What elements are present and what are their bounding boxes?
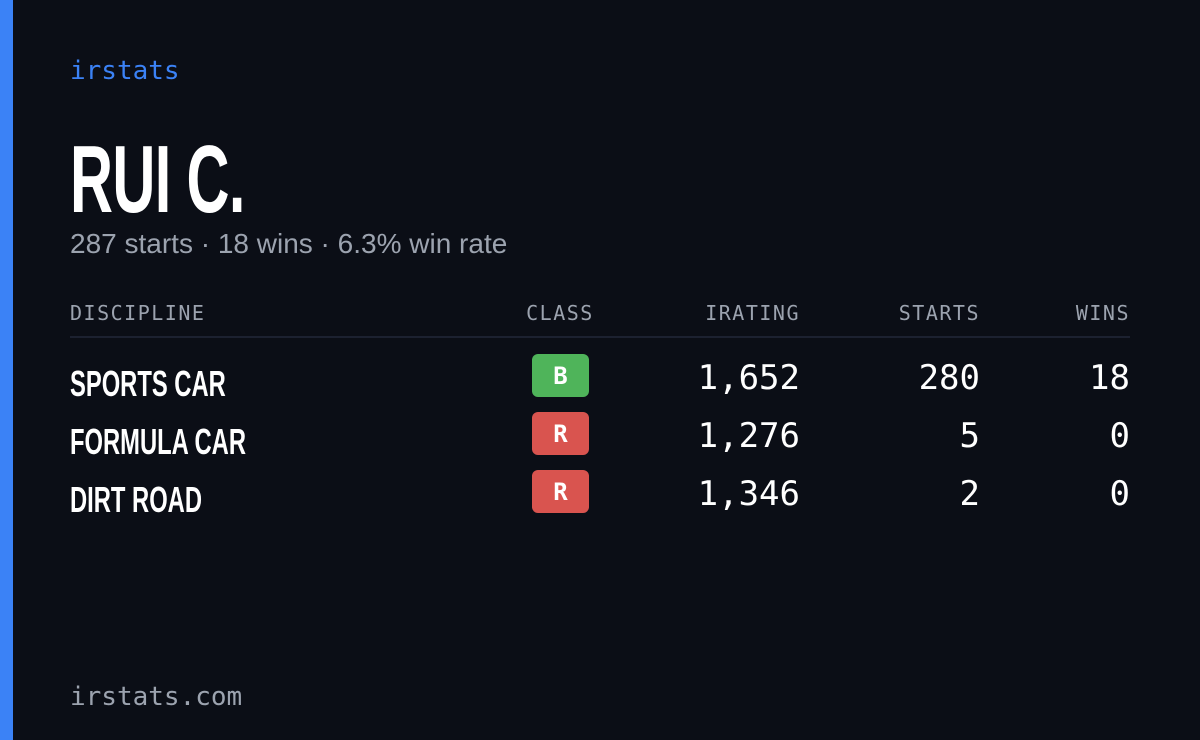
column-header: STARTS: [898, 301, 980, 325]
starts: 5: [959, 416, 980, 456]
wins: 18: [1089, 358, 1130, 398]
footer-site: irstats.com: [70, 682, 243, 712]
irating: 1,346: [697, 474, 800, 514]
column-header: CLASS: [526, 301, 594, 325]
class-badge: B: [532, 354, 589, 397]
discipline: DIRT ROAD: [70, 479, 202, 520]
driver-name: RUI C.: [70, 126, 245, 233]
starts: 280: [918, 358, 980, 398]
column-header: IRATING: [705, 301, 800, 325]
class-badge: R: [532, 412, 589, 455]
summary: 287 starts · 18 wins · 6.3% win rate: [70, 228, 508, 259]
irating: 1,652: [697, 358, 800, 398]
column-header: WINS: [1075, 301, 1130, 325]
discipline: FORMULA CAR: [70, 421, 246, 462]
starts: 2: [959, 474, 980, 514]
discipline: SPORTS CAR: [70, 363, 226, 404]
column-header: DISCIPLINE: [70, 301, 206, 325]
wins: 0: [1109, 416, 1130, 456]
wins: 0: [1109, 474, 1130, 514]
header-rule: [70, 336, 1130, 338]
accent-bar: [0, 0, 13, 740]
brand: irstats: [70, 56, 180, 86]
irating: 1,276: [697, 416, 800, 456]
class-badge: R: [532, 470, 589, 513]
